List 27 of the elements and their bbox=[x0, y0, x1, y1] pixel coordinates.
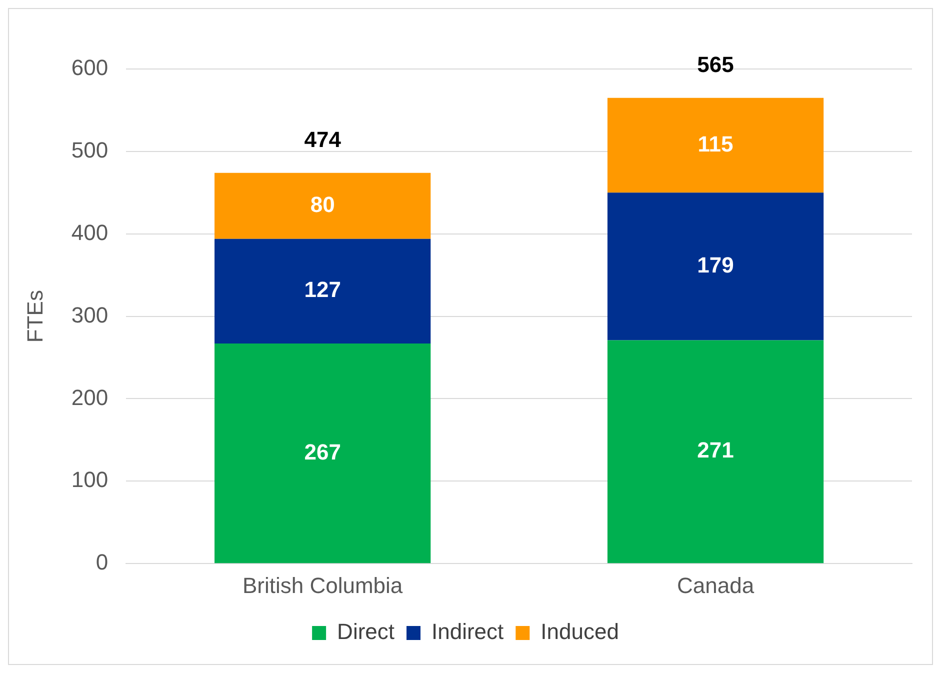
legend-label: Direct bbox=[337, 619, 395, 644]
y-tick-label: 600 bbox=[71, 55, 108, 80]
y-tick-label: 100 bbox=[71, 467, 108, 492]
data-label: 271 bbox=[697, 438, 734, 463]
bar bbox=[607, 340, 824, 564]
data-label: 127 bbox=[304, 277, 341, 302]
total-label: 565 bbox=[697, 52, 734, 77]
y-tick-label: 200 bbox=[71, 384, 108, 410]
y-tick-label: 300 bbox=[71, 302, 108, 328]
y-tick-label: 500 bbox=[71, 137, 108, 162]
legend-label: Induced bbox=[540, 619, 619, 644]
y-tick-label: 0 bbox=[96, 550, 108, 575]
bar bbox=[214, 344, 431, 564]
legend-label: Indirect bbox=[432, 619, 504, 644]
data-label: 115 bbox=[698, 131, 734, 156]
x-tick-label: Canada bbox=[676, 572, 755, 598]
data-label: 267 bbox=[304, 439, 341, 464]
data-label: 179 bbox=[697, 252, 734, 278]
total-label: 474 bbox=[304, 126, 342, 152]
y-axis-title: FTEs bbox=[22, 290, 48, 343]
data-label: 80 bbox=[310, 192, 335, 217]
bar bbox=[607, 192, 824, 340]
y-tick-label: 400 bbox=[71, 220, 108, 245]
bar bbox=[214, 172, 431, 239]
bar bbox=[214, 238, 431, 344]
bar bbox=[607, 98, 824, 193]
x-tick-label: British Columbia bbox=[242, 572, 404, 598]
